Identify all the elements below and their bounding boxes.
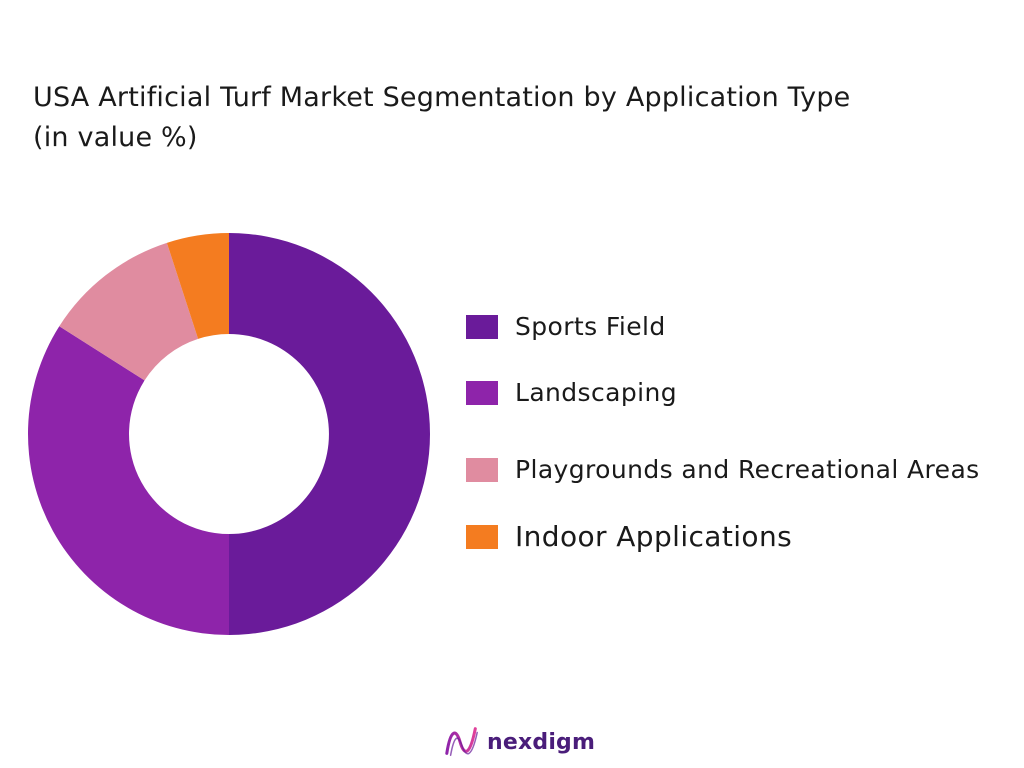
legend-label-playgrounds: Playgrounds and Recreational Areas — [515, 455, 980, 484]
legend-swatch-indoor — [466, 525, 498, 549]
legend-item-sports-field: Sports Field — [466, 307, 1024, 347]
legend-swatch-sports-field — [466, 315, 498, 339]
legend-label-sports-field: Sports Field — [515, 312, 666, 341]
legend-swatch-playgrounds — [466, 458, 498, 482]
chart-title: USA Artificial Turf Market Segmentation … — [33, 78, 993, 158]
donut-slice-landscaping — [27, 326, 229, 635]
legend-item-indoor: Indoor Applications — [466, 517, 1024, 557]
chart-title-line-2: (in value %) — [33, 122, 198, 153]
donut-slice-sports-field — [229, 233, 430, 635]
chart-legend: Sports Field Landscaping Playgrounds and… — [466, 300, 1024, 570]
nexdigm-wave-icon — [445, 727, 478, 757]
nexdigm-logo: nexdigm — [443, 722, 595, 762]
legend-item-playgrounds: Playgrounds and Recreational Areas — [466, 450, 1024, 490]
donut-chart — [27, 233, 430, 635]
legend-label-indoor: Indoor Applications — [515, 520, 793, 553]
legend-item-landscaping: Landscaping — [466, 373, 1024, 413]
donut-slice-indoor — [166, 233, 229, 339]
legend-swatch-landscaping — [466, 381, 498, 405]
donut-slice-playgrounds — [59, 242, 199, 381]
chart-title-line-1: USA Artificial Turf Market Segmentation … — [33, 82, 851, 113]
legend-label-landscaping: Landscaping — [515, 378, 677, 407]
logo-text: nexdigm — [487, 729, 596, 755]
